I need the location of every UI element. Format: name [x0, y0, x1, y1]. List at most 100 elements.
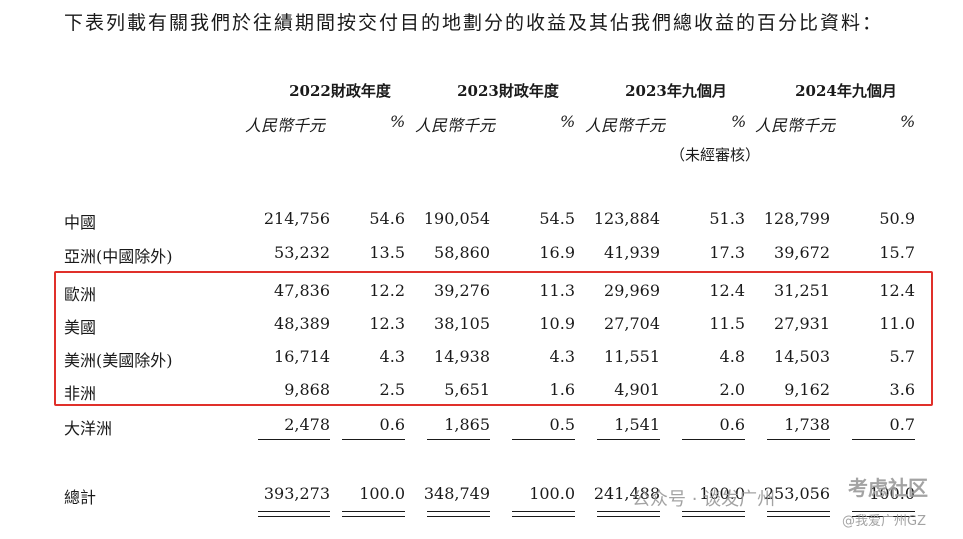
percent-cell: 0.7: [889, 415, 915, 434]
amount-cell: 214,756: [263, 209, 330, 228]
percent-cell: 4.3: [549, 347, 575, 366]
total-percent-cell: 100.0: [699, 484, 745, 503]
amount-cell: 1,865: [444, 415, 490, 434]
percent-cell: 0.6: [719, 415, 745, 434]
amount-cell: 123,884: [593, 209, 660, 228]
total-double-rule: [597, 511, 660, 512]
intro-text: 下表列載有關我們於往績期間按交付目的地劃分的收益及其佔我們總收益的百分比資料：: [64, 12, 884, 34]
amount-cell: 27,704: [604, 314, 660, 333]
unit-label: 人民幣千元: [415, 116, 496, 135]
percent-cell: 12.2: [369, 281, 405, 300]
amount-cell: 58,860: [434, 243, 490, 262]
subtotal-rule: [767, 439, 830, 440]
amount-cell: 5,651: [444, 380, 490, 399]
period-header-2024-9m: 2024年九個月: [795, 82, 897, 100]
amount-cell: 53,232: [274, 243, 330, 262]
amount-cell: 1,738: [784, 415, 830, 434]
watermark-line-2: 考虑社区: [848, 476, 928, 500]
period-header-2023-9m: 2023年九個月: [625, 82, 727, 100]
percent-cell: 4.3: [379, 347, 405, 366]
period-header-2023: 2023財政年度: [457, 82, 559, 100]
row-label: 大洋洲: [64, 419, 113, 438]
amount-cell: 14,503: [774, 347, 830, 366]
percent-cell: 3.6: [889, 380, 915, 399]
total-amount-cell: 348,749: [423, 484, 490, 503]
percent-cell: 13.5: [369, 243, 405, 262]
percent-cell: 12.4: [879, 281, 915, 300]
subtotal-rule: [342, 439, 405, 440]
amount-cell: 4,901: [614, 380, 660, 399]
percent-cell: 16.9: [539, 243, 575, 262]
amount-cell: 11,551: [604, 347, 660, 366]
amount-cell: 31,251: [774, 281, 830, 300]
total-double-rule: [767, 511, 830, 512]
percent-cell: 12.4: [709, 281, 745, 300]
percent-cell: 11.0: [879, 314, 915, 333]
total-double-rule: [597, 516, 660, 517]
total-amount-cell: 393,273: [263, 484, 330, 503]
total-amount-cell: 253,056: [763, 484, 830, 503]
amount-cell: 9,162: [784, 380, 830, 399]
pct-label: %: [900, 112, 916, 131]
amount-cell: 14,938: [434, 347, 490, 366]
amount-cell: 39,276: [434, 281, 490, 300]
subtotal-rule: [852, 439, 915, 440]
percent-cell: 10.9: [539, 314, 575, 333]
percent-cell: 2.5: [379, 380, 405, 399]
percent-cell: 1.6: [549, 380, 575, 399]
percent-cell: 54.5: [539, 209, 575, 228]
percent-cell: 12.3: [369, 314, 405, 333]
amount-cell: 27,931: [774, 314, 830, 333]
amount-cell: 39,672: [774, 243, 830, 262]
total-double-rule: [258, 511, 330, 512]
total-percent-cell: 100.0: [529, 484, 575, 503]
percent-cell: 17.3: [709, 243, 745, 262]
row-label: 歐洲: [64, 285, 97, 304]
total-double-rule: [512, 511, 575, 512]
percent-cell: 54.6: [369, 209, 405, 228]
total-double-rule: [342, 516, 405, 517]
percent-cell: 0.5: [549, 415, 575, 434]
total-double-rule: [427, 511, 490, 512]
total-double-rule: [767, 516, 830, 517]
highlight-box: [54, 271, 933, 406]
pct-label: %: [560, 112, 576, 131]
row-label: 美國: [64, 318, 97, 337]
percent-cell: 15.7: [879, 243, 915, 262]
amount-cell: 9,868: [284, 380, 330, 399]
unit-label: 人民幣千元: [755, 116, 836, 135]
total-amount-cell: 241,488: [593, 484, 660, 503]
subtotal-rule: [682, 439, 745, 440]
percent-cell: 2.0: [719, 380, 745, 399]
amount-cell: 47,836: [274, 281, 330, 300]
total-percent-cell: 100.0: [869, 484, 915, 503]
total-double-rule: [852, 516, 915, 517]
amount-cell: 41,939: [604, 243, 660, 262]
subtotal-rule: [258, 439, 330, 440]
unit-label: 人民幣千元: [245, 116, 326, 135]
percent-cell: 5.7: [889, 347, 915, 366]
percent-cell: 51.3: [709, 209, 745, 228]
unit-label: 人民幣千元: [585, 116, 666, 135]
subtotal-rule: [512, 439, 575, 440]
row-label: 非洲: [64, 384, 97, 403]
percent-cell: 11.5: [709, 314, 745, 333]
row-label: 亞洲(中國除外): [64, 247, 173, 266]
pct-label: %: [390, 112, 406, 131]
amount-cell: 190,054: [423, 209, 490, 228]
total-double-rule: [427, 516, 490, 517]
watermark-line-1: 公众号 · 谈发广州: [632, 489, 776, 510]
total-double-rule: [512, 516, 575, 517]
total-double-rule: [852, 511, 915, 512]
total-double-rule: [258, 516, 330, 517]
subtotal-rule: [427, 439, 490, 440]
amount-cell: 128,799: [763, 209, 830, 228]
percent-cell: 50.9: [879, 209, 915, 228]
subtotal-rule: [597, 439, 660, 440]
pct-label: %: [731, 112, 747, 131]
row-label: 中國: [64, 213, 97, 232]
total-double-rule: [682, 516, 745, 517]
percent-cell: 4.8: [719, 347, 745, 366]
total-double-rule: [342, 511, 405, 512]
percent-cell: 0.6: [379, 415, 405, 434]
